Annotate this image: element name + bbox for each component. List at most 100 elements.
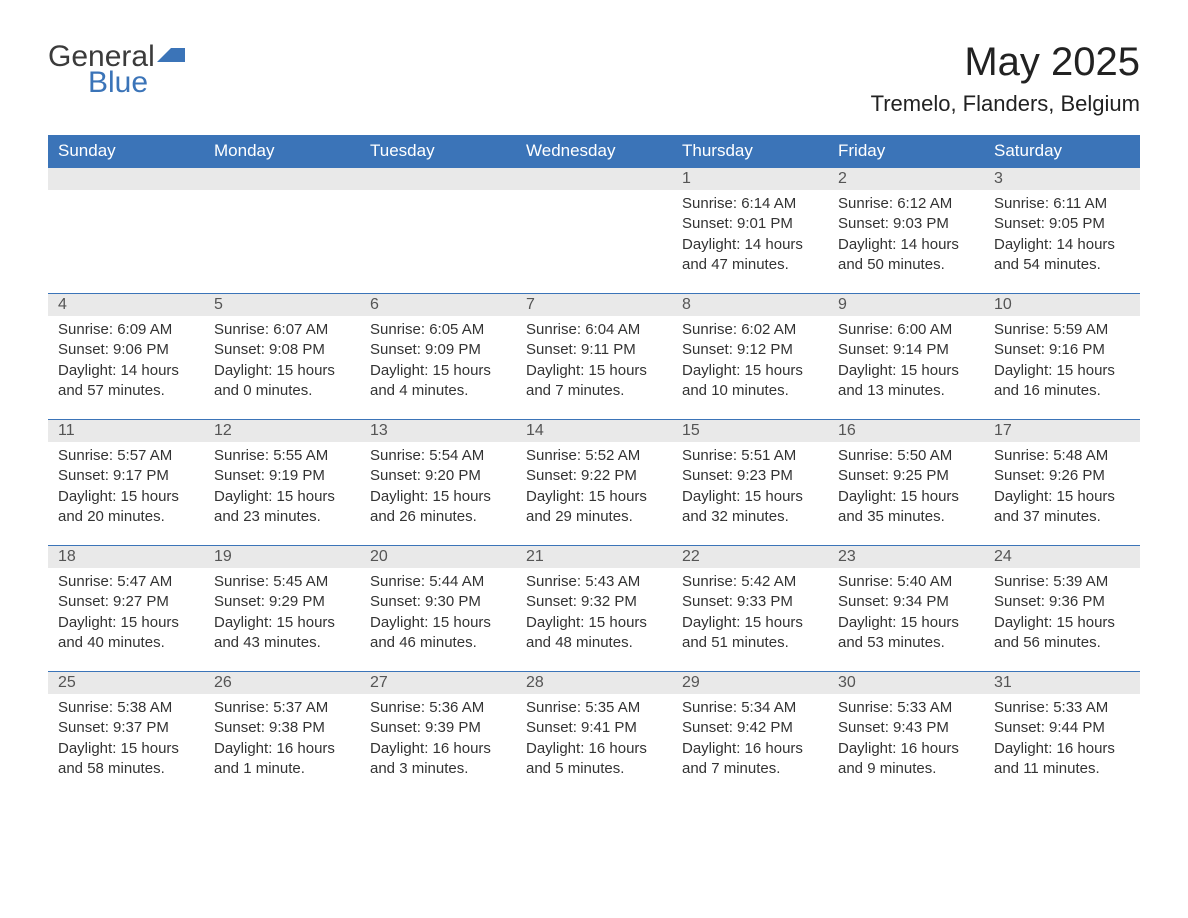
location-text: Tremelo, Flanders, Belgium [871, 91, 1140, 117]
sunrise-text: Sunrise: 5:50 AM [838, 446, 974, 466]
sunrise-text: Sunrise: 5:34 AM [682, 698, 818, 718]
sunrise-text: Sunrise: 5:51 AM [682, 446, 818, 466]
sunrise-text: Sunrise: 6:11 AM [994, 194, 1130, 214]
day-number: 1 [672, 168, 828, 190]
day-cell: 22Sunrise: 5:42 AMSunset: 9:33 PMDayligh… [672, 546, 828, 671]
sunset-text: Sunset: 9:33 PM [682, 592, 818, 612]
sunset-text: Sunset: 9:32 PM [526, 592, 662, 612]
day-cell: 25Sunrise: 5:38 AMSunset: 9:37 PMDayligh… [48, 672, 204, 797]
sunrise-text: Sunrise: 5:33 AM [838, 698, 974, 718]
daylight-text: Daylight: 15 hours and 32 minutes. [682, 487, 818, 528]
day-cell: 29Sunrise: 5:34 AMSunset: 9:42 PMDayligh… [672, 672, 828, 797]
sunrise-text: Sunrise: 5:36 AM [370, 698, 506, 718]
sunset-text: Sunset: 9:39 PM [370, 718, 506, 738]
sunset-text: Sunset: 9:29 PM [214, 592, 350, 612]
day-cell: 28Sunrise: 5:35 AMSunset: 9:41 PMDayligh… [516, 672, 672, 797]
sunset-text: Sunset: 9:27 PM [58, 592, 194, 612]
sunrise-text: Sunrise: 5:52 AM [526, 446, 662, 466]
daylight-text: Daylight: 15 hours and 40 minutes. [58, 613, 194, 654]
daylight-text: Daylight: 15 hours and 56 minutes. [994, 613, 1130, 654]
daylight-text: Daylight: 15 hours and 4 minutes. [370, 361, 506, 402]
daylight-text: Daylight: 15 hours and 20 minutes. [58, 487, 194, 528]
day-number: 9 [828, 294, 984, 316]
sunrise-text: Sunrise: 6:00 AM [838, 320, 974, 340]
week-row: 25Sunrise: 5:38 AMSunset: 9:37 PMDayligh… [48, 671, 1140, 797]
day-cell: 5Sunrise: 6:07 AMSunset: 9:08 PMDaylight… [204, 294, 360, 419]
sunset-text: Sunset: 9:37 PM [58, 718, 194, 738]
sunrise-text: Sunrise: 5:44 AM [370, 572, 506, 592]
sunset-text: Sunset: 9:17 PM [58, 466, 194, 486]
sunrise-text: Sunrise: 5:39 AM [994, 572, 1130, 592]
day-number: 24 [984, 546, 1140, 568]
day-number [516, 168, 672, 190]
day-cell: 17Sunrise: 5:48 AMSunset: 9:26 PMDayligh… [984, 420, 1140, 545]
sunset-text: Sunset: 9:12 PM [682, 340, 818, 360]
sunset-text: Sunset: 9:23 PM [682, 466, 818, 486]
day-header: Tuesday [360, 135, 516, 167]
day-cell: 19Sunrise: 5:45 AMSunset: 9:29 PMDayligh… [204, 546, 360, 671]
day-cell: 26Sunrise: 5:37 AMSunset: 9:38 PMDayligh… [204, 672, 360, 797]
sunset-text: Sunset: 9:44 PM [994, 718, 1130, 738]
daylight-text: Daylight: 16 hours and 5 minutes. [526, 739, 662, 780]
daylight-text: Daylight: 16 hours and 1 minute. [214, 739, 350, 780]
day-cell: 1Sunrise: 6:14 AMSunset: 9:01 PMDaylight… [672, 168, 828, 293]
sunrise-text: Sunrise: 6:02 AM [682, 320, 818, 340]
day-cell: 7Sunrise: 6:04 AMSunset: 9:11 PMDaylight… [516, 294, 672, 419]
day-cell: 2Sunrise: 6:12 AMSunset: 9:03 PMDaylight… [828, 168, 984, 293]
day-cell [360, 168, 516, 293]
sunrise-text: Sunrise: 5:45 AM [214, 572, 350, 592]
day-number [204, 168, 360, 190]
sunrise-text: Sunrise: 6:05 AM [370, 320, 506, 340]
sunset-text: Sunset: 9:43 PM [838, 718, 974, 738]
sunset-text: Sunset: 9:42 PM [682, 718, 818, 738]
day-cell: 9Sunrise: 6:00 AMSunset: 9:14 PMDaylight… [828, 294, 984, 419]
day-cell: 13Sunrise: 5:54 AMSunset: 9:20 PMDayligh… [360, 420, 516, 545]
daylight-text: Daylight: 15 hours and 0 minutes. [214, 361, 350, 402]
day-number: 26 [204, 672, 360, 694]
week-row: 18Sunrise: 5:47 AMSunset: 9:27 PMDayligh… [48, 545, 1140, 671]
day-number: 7 [516, 294, 672, 316]
day-cell: 23Sunrise: 5:40 AMSunset: 9:34 PMDayligh… [828, 546, 984, 671]
sunset-text: Sunset: 9:11 PM [526, 340, 662, 360]
day-number: 28 [516, 672, 672, 694]
daylight-text: Daylight: 15 hours and 53 minutes. [838, 613, 974, 654]
sunset-text: Sunset: 9:26 PM [994, 466, 1130, 486]
day-number: 31 [984, 672, 1140, 694]
sunset-text: Sunset: 9:09 PM [370, 340, 506, 360]
sunset-text: Sunset: 9:22 PM [526, 466, 662, 486]
day-number: 6 [360, 294, 516, 316]
day-number: 19 [204, 546, 360, 568]
day-number: 8 [672, 294, 828, 316]
day-number: 12 [204, 420, 360, 442]
day-cell: 10Sunrise: 5:59 AMSunset: 9:16 PMDayligh… [984, 294, 1140, 419]
day-header: Friday [828, 135, 984, 167]
header-region: General Blue May 2025 Tremelo, Flanders,… [48, 40, 1140, 117]
daylight-text: Daylight: 16 hours and 3 minutes. [370, 739, 506, 780]
day-number: 4 [48, 294, 204, 316]
day-cell: 11Sunrise: 5:57 AMSunset: 9:17 PMDayligh… [48, 420, 204, 545]
day-cell: 20Sunrise: 5:44 AMSunset: 9:30 PMDayligh… [360, 546, 516, 671]
daylight-text: Daylight: 16 hours and 11 minutes. [994, 739, 1130, 780]
logo: General Blue [48, 40, 185, 100]
daylight-text: Daylight: 15 hours and 37 minutes. [994, 487, 1130, 528]
day-number: 23 [828, 546, 984, 568]
day-number: 15 [672, 420, 828, 442]
day-number: 10 [984, 294, 1140, 316]
day-number [48, 168, 204, 190]
sunset-text: Sunset: 9:08 PM [214, 340, 350, 360]
sunrise-text: Sunrise: 6:04 AM [526, 320, 662, 340]
day-cell: 3Sunrise: 6:11 AMSunset: 9:05 PMDaylight… [984, 168, 1140, 293]
sunrise-text: Sunrise: 5:38 AM [58, 698, 194, 718]
day-cell: 27Sunrise: 5:36 AMSunset: 9:39 PMDayligh… [360, 672, 516, 797]
day-cell: 16Sunrise: 5:50 AMSunset: 9:25 PMDayligh… [828, 420, 984, 545]
sunset-text: Sunset: 9:16 PM [994, 340, 1130, 360]
day-cell: 12Sunrise: 5:55 AMSunset: 9:19 PMDayligh… [204, 420, 360, 545]
day-number: 21 [516, 546, 672, 568]
calendar: SundayMondayTuesdayWednesdayThursdayFrid… [48, 135, 1140, 797]
day-number: 18 [48, 546, 204, 568]
day-cell [516, 168, 672, 293]
daylight-text: Daylight: 14 hours and 47 minutes. [682, 235, 818, 276]
day-number: 11 [48, 420, 204, 442]
daylight-text: Daylight: 15 hours and 51 minutes. [682, 613, 818, 654]
day-header: Saturday [984, 135, 1140, 167]
